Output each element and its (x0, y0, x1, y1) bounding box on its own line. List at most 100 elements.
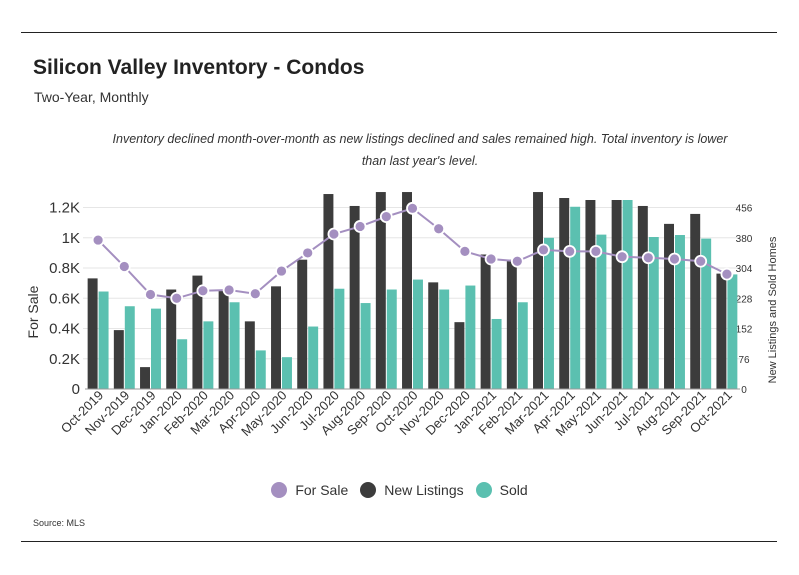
left-tick-label: 1.2K (49, 200, 80, 217)
right-tick-label: 456 (736, 204, 753, 215)
left-tick-label: 0.8K (49, 260, 80, 277)
bar-sold (517, 302, 528, 389)
legend-swatch (271, 482, 288, 498)
left-axis-label: For Sale (25, 285, 41, 338)
legend-item: For Sale (271, 482, 348, 498)
top-rule (21, 32, 777, 33)
left-tick-label: 0.4K (49, 321, 80, 338)
bar-new-listings (454, 322, 465, 389)
bar-new-listings (323, 194, 334, 389)
bar-sold (701, 238, 712, 389)
chart-subtitle: Two-Year, Monthly (34, 89, 149, 105)
bar-sold (151, 308, 161, 389)
for-sale-point (537, 243, 550, 257)
bar-sold (386, 289, 397, 389)
for-sale-point (694, 254, 708, 268)
for-sale-point (589, 245, 603, 258)
bar-sold (282, 357, 292, 389)
bar-new-listings (297, 259, 308, 389)
bar-new-listings (611, 200, 622, 389)
bar-sold (177, 339, 188, 389)
bar-new-listings (716, 273, 727, 389)
source-note: Source: MLS (33, 518, 86, 528)
for-sale-point (432, 222, 446, 236)
legend-label: Sold (499, 482, 528, 498)
bar-new-listings (271, 286, 281, 389)
bar-new-listings (690, 213, 701, 389)
bar-sold (255, 350, 266, 389)
bar-sold (334, 288, 345, 389)
bar-sold (203, 321, 214, 389)
bar-sold (413, 279, 423, 389)
for-sale-point (720, 267, 734, 281)
right-tick-label: 152 (736, 325, 753, 336)
bar-new-listings (140, 367, 150, 389)
bar-sold (439, 289, 450, 389)
bar-new-listings (349, 205, 360, 389)
bar-sold (491, 318, 502, 389)
bar-new-listings (637, 205, 648, 389)
right-tick-label: 380 (736, 234, 753, 245)
bar-sold (622, 200, 633, 389)
for-sale-point (301, 246, 315, 260)
chart-title: Silicon Valley Inventory - Condos (33, 56, 365, 79)
legend-label: For Sale (295, 482, 349, 498)
bar-new-listings (559, 198, 570, 389)
bar-sold (727, 274, 738, 389)
for-sale-point (144, 288, 157, 301)
for-sale-point (170, 291, 184, 305)
bar-sold (360, 303, 371, 389)
for-sale-point (248, 287, 262, 301)
for-sale-line (97, 207, 728, 300)
left-tick-label: 0.6K (49, 290, 80, 307)
for-sale-point (668, 252, 681, 266)
bar-new-listings (533, 192, 543, 389)
legend-item: Sold (475, 482, 528, 498)
for-sale-point (615, 250, 629, 264)
legend-item: New Listings (360, 482, 464, 498)
bar-new-listings (87, 278, 98, 389)
bar-new-listings (192, 275, 203, 389)
bottom-rule (21, 541, 777, 542)
for-sale-point (196, 284, 210, 298)
for-sale-point (641, 251, 655, 265)
for-sale-point (91, 233, 105, 247)
bar-new-listings (585, 200, 596, 389)
bar-new-listings (218, 289, 229, 389)
left-tick-label: 0.2K (49, 351, 80, 368)
bar-new-listings (506, 259, 517, 389)
bar-new-listings (244, 321, 255, 389)
bar-sold (648, 237, 659, 389)
bar-new-listings (428, 282, 439, 389)
bar-sold (465, 285, 476, 389)
bar-new-listings (113, 330, 124, 389)
for-sale-point (222, 283, 236, 297)
bar-new-listings (402, 192, 412, 389)
for-sale-point (117, 260, 131, 273)
bar-sold (675, 235, 685, 389)
chart-legend: For Sale New Listings Sold (0, 482, 799, 498)
right-tick-label: 76 (738, 355, 750, 366)
left-tick-label: 0 (72, 381, 80, 398)
for-sale-point (353, 220, 367, 233)
right-tick-label: 304 (736, 264, 753, 275)
legend-swatch (360, 482, 377, 498)
for-sale-point (484, 252, 498, 266)
bar-new-listings (664, 223, 674, 389)
for-sale-point (510, 254, 524, 268)
for-sale-point (327, 227, 341, 241)
for-sale-point (379, 210, 393, 224)
bar-sold (570, 206, 581, 389)
bar-new-listings (375, 192, 386, 389)
bar-sold (98, 291, 109, 389)
bar-new-listings (480, 254, 491, 389)
bar-sold (229, 302, 240, 389)
right-tick-label: 228 (736, 294, 753, 305)
legend-swatch (475, 482, 492, 498)
for-sale-point (563, 245, 577, 258)
bar-sold (596, 234, 607, 389)
right-tick-label: 0 (741, 385, 747, 396)
for-sale-point (458, 245, 472, 258)
